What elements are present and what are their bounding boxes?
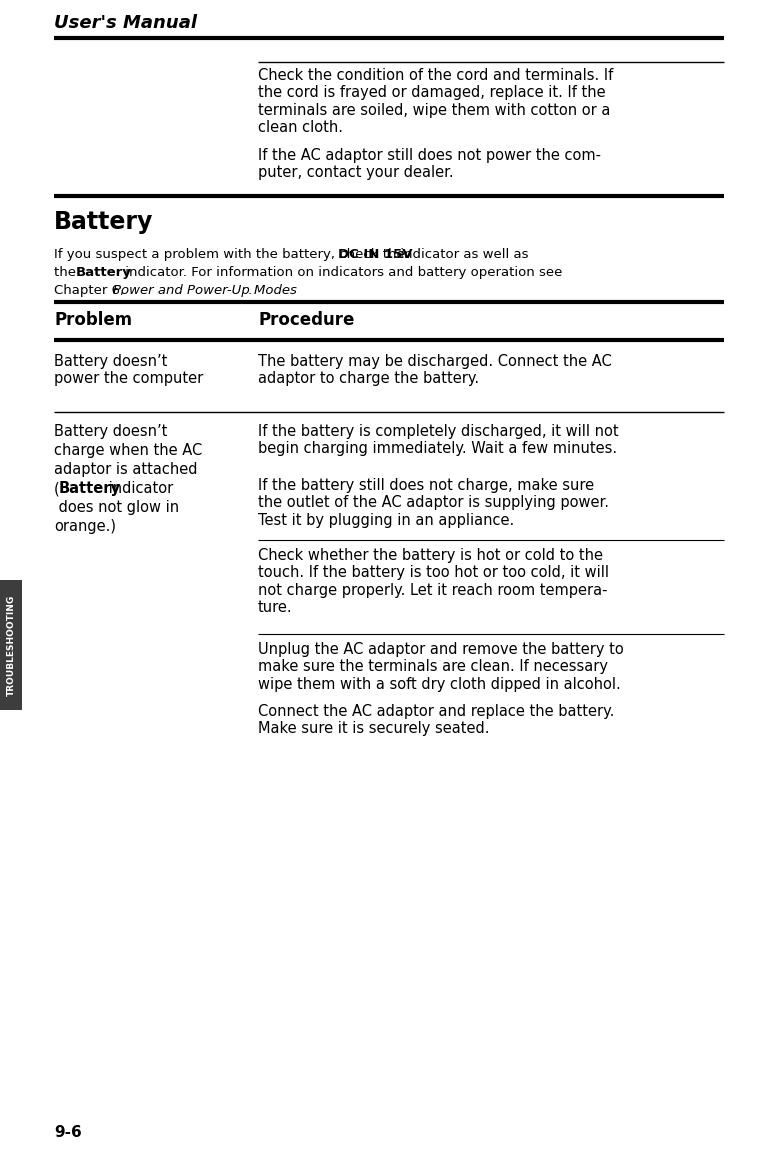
Text: Procedure: Procedure xyxy=(258,311,354,329)
Text: Check whether the battery is hot or cold to the
touch. If the battery is too hot: Check whether the battery is hot or cold… xyxy=(258,548,609,615)
Text: does not glow in: does not glow in xyxy=(54,500,179,515)
Text: charge when the AC: charge when the AC xyxy=(54,443,202,458)
Text: Connect the AC adaptor and replace the battery.
Make sure it is securely seated.: Connect the AC adaptor and replace the b… xyxy=(258,704,615,736)
Text: Power and Power-Up Modes: Power and Power-Up Modes xyxy=(113,284,296,297)
Text: If you suspect a problem with the battery, check the: If you suspect a problem with the batter… xyxy=(54,248,409,261)
Text: adaptor is attached: adaptor is attached xyxy=(54,462,197,477)
Text: indicator. For information on indicators and battery operation see: indicator. For information on indicators… xyxy=(121,266,562,279)
Text: If the battery still does not charge, make sure
the outlet of the AC adaptor is : If the battery still does not charge, ma… xyxy=(258,478,609,528)
Text: orange.): orange.) xyxy=(54,519,116,534)
Text: The battery may be discharged. Connect the AC
adaptor to charge the battery.: The battery may be discharged. Connect t… xyxy=(258,354,611,386)
Text: .: . xyxy=(247,284,252,297)
Text: DC IN 15V: DC IN 15V xyxy=(337,248,412,261)
Text: Battery: Battery xyxy=(54,211,153,234)
Text: indicator: indicator xyxy=(104,481,173,495)
Text: TROUBLESHOOTING: TROUBLESHOOTING xyxy=(6,594,15,695)
Text: Battery doesn’t
power the computer: Battery doesn’t power the computer xyxy=(54,354,204,386)
Text: If the AC adaptor still does not power the com-
puter, contact your dealer.: If the AC adaptor still does not power t… xyxy=(258,148,601,180)
Text: If the battery is completely discharged, it will not
begin charging immediately.: If the battery is completely discharged,… xyxy=(258,424,618,456)
Text: (: ( xyxy=(54,481,60,495)
Text: the: the xyxy=(54,266,80,279)
Bar xyxy=(0,580,22,709)
Text: Battery doesn’t: Battery doesn’t xyxy=(54,424,167,438)
Text: User's Manual: User's Manual xyxy=(54,14,197,33)
Text: Problem: Problem xyxy=(54,311,132,329)
Text: 9-6: 9-6 xyxy=(54,1125,82,1140)
Text: Battery: Battery xyxy=(59,481,121,495)
Text: Check the condition of the cord and terminals. If
the cord is frayed or damaged,: Check the condition of the cord and term… xyxy=(258,67,613,135)
Text: indicator as well as: indicator as well as xyxy=(396,248,529,261)
Text: Chapter 6,: Chapter 6, xyxy=(54,284,128,297)
Text: Unplug the AC adaptor and remove the battery to
make sure the terminals are clea: Unplug the AC adaptor and remove the bat… xyxy=(258,642,624,692)
Text: Battery: Battery xyxy=(75,266,132,279)
